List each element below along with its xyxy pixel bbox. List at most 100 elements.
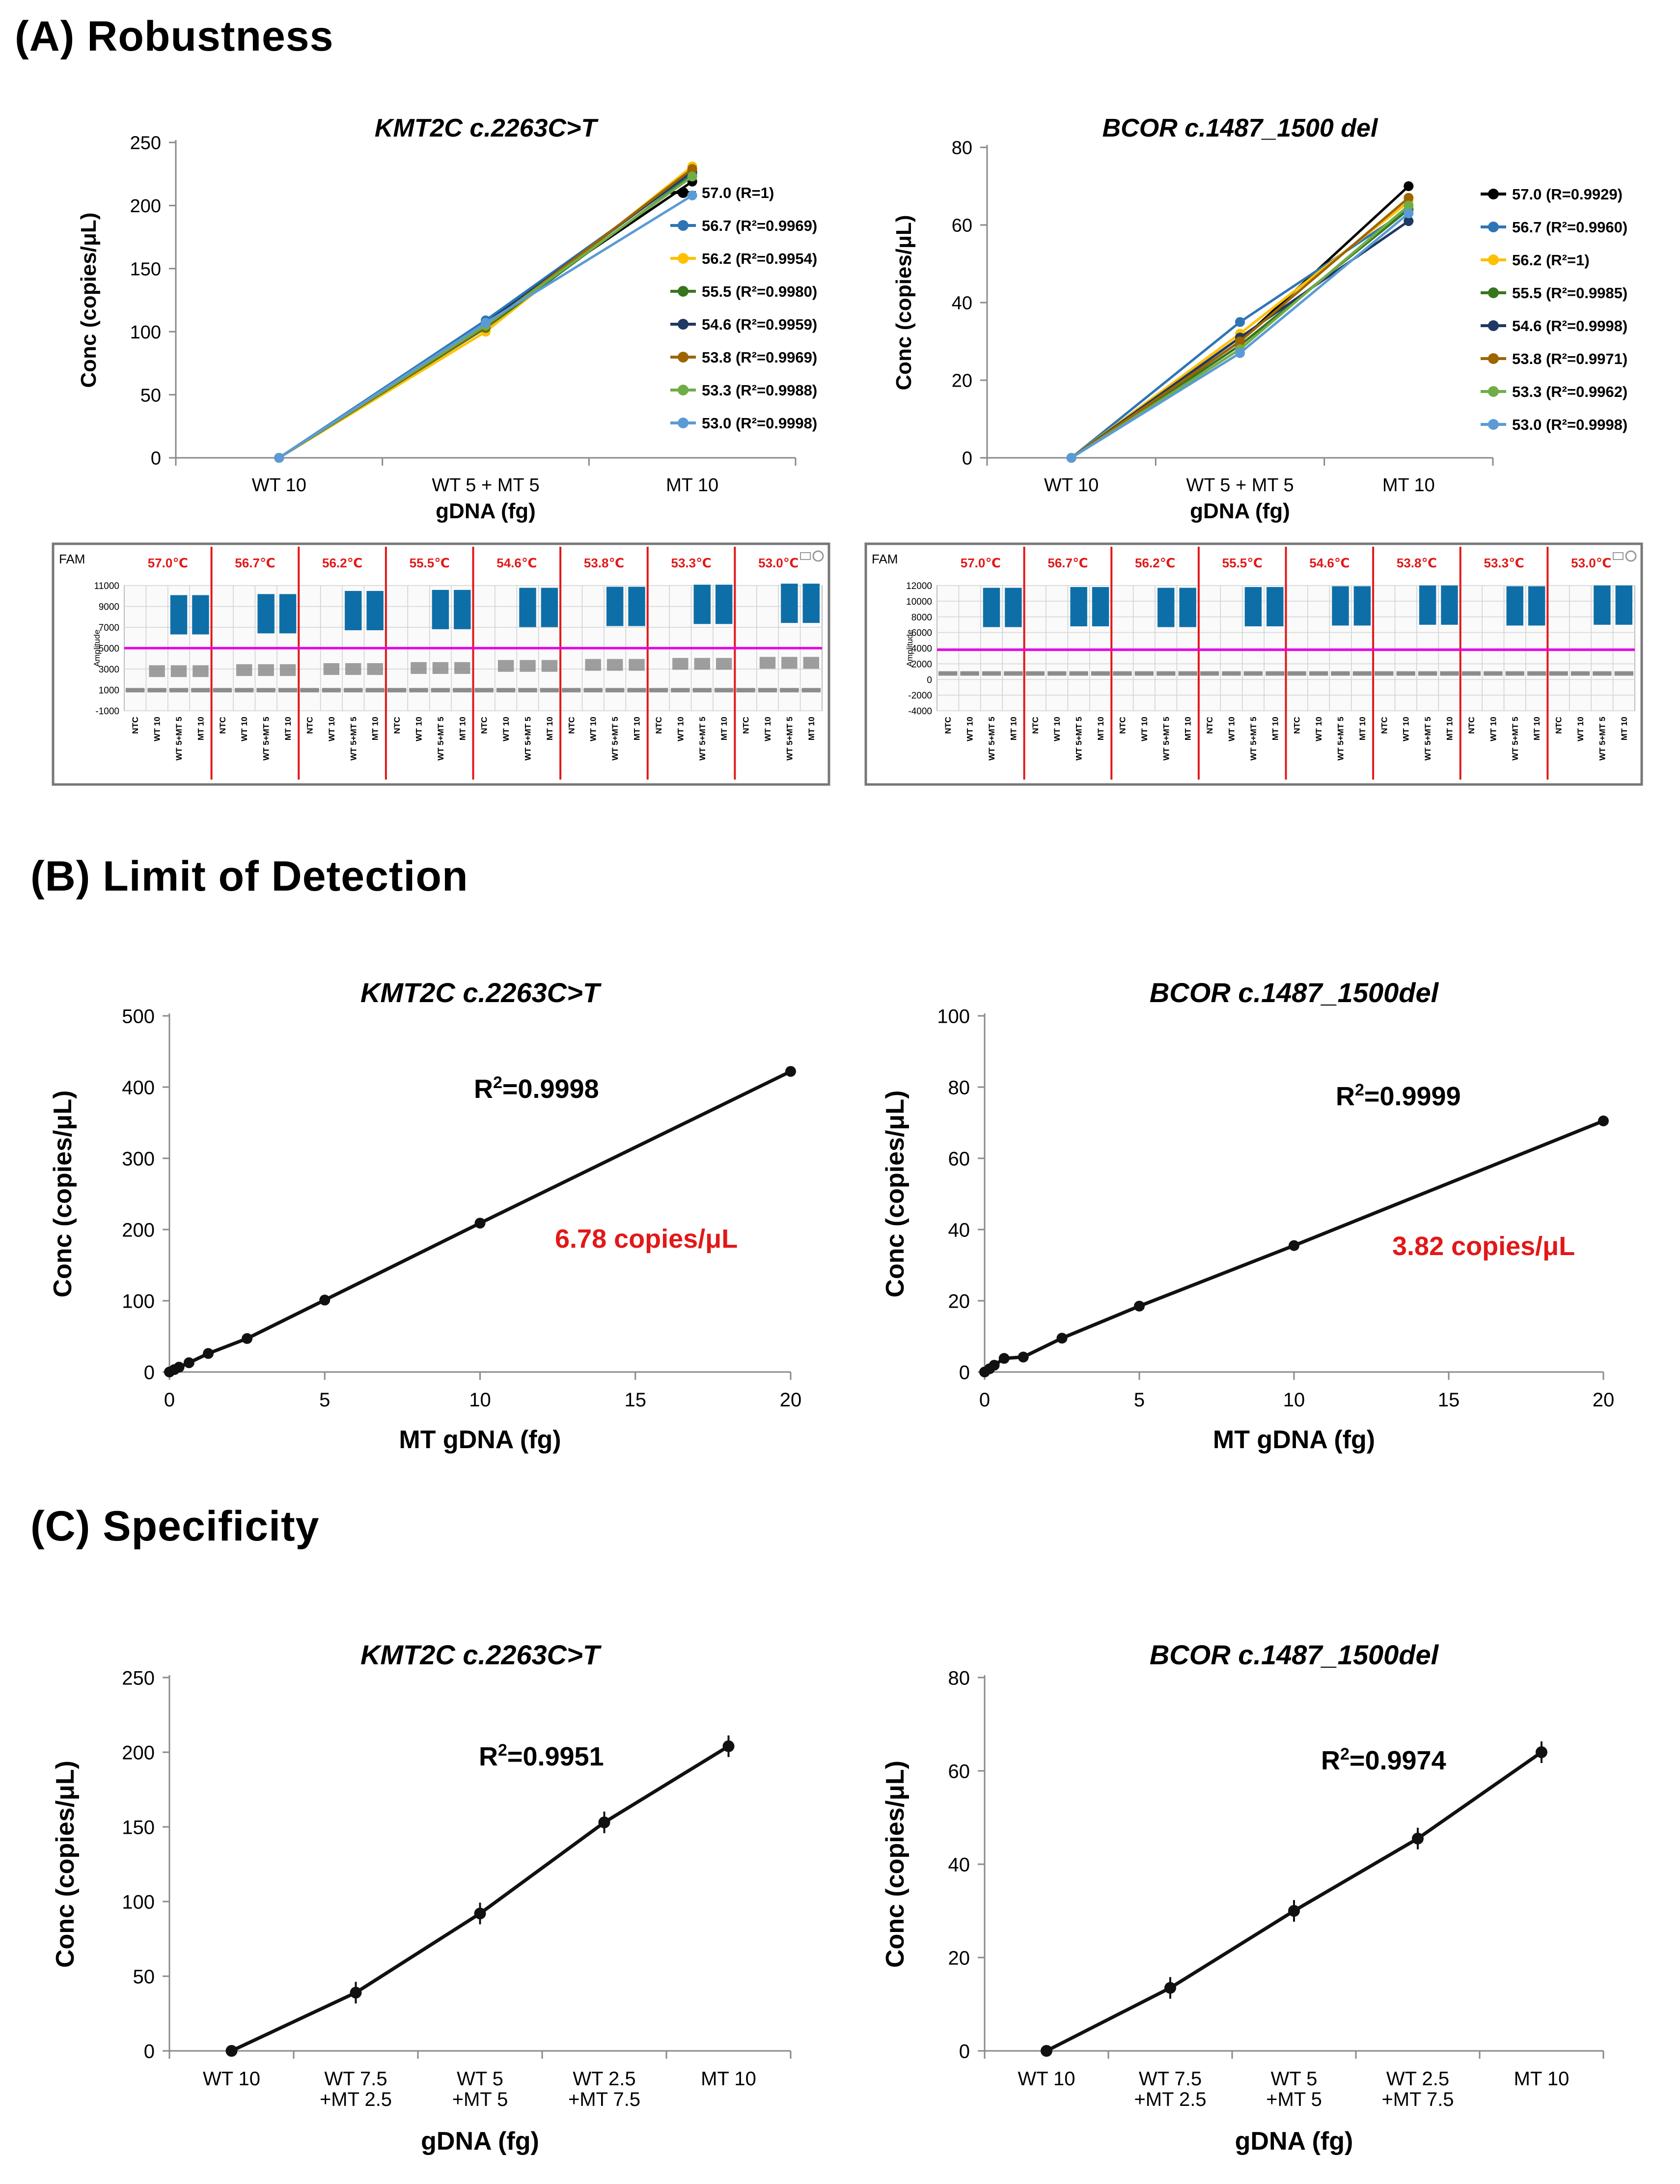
x-tick-label: WT 7.5 +MT 2.5 xyxy=(320,2068,392,2110)
amplitude-tick-label: 8000 xyxy=(911,613,932,623)
amplitude-tick-label: 2000 xyxy=(911,659,932,670)
chart-c-right: 0 20 40 60 80 BCOR c.1487_1500del gDNA (fg) Con… xyxy=(881,1639,1604,2156)
amplitude-tick-label: 10000 xyxy=(906,597,932,607)
positive-droplet-cluster xyxy=(519,588,536,627)
well-label: NTC xyxy=(218,717,227,734)
legend-marker xyxy=(678,253,689,264)
x-tick-label: WT 10 xyxy=(252,475,306,496)
positive-droplet-cluster xyxy=(802,584,820,623)
negative-droplet-band xyxy=(453,688,472,693)
well-label: MT 10 xyxy=(1009,717,1018,740)
temperature-label: 53.0℃ xyxy=(758,556,799,570)
negative-droplet-band xyxy=(518,688,537,693)
legend-label: 56.2 (R²=1) xyxy=(1512,252,1590,269)
menu-icon xyxy=(1613,552,1624,560)
y-tick-label: 40 xyxy=(952,293,972,314)
positive-droplet-cluster xyxy=(345,591,362,630)
negative-droplet-cluster xyxy=(803,657,819,669)
legend-label: 53.8 (R²=0.9971) xyxy=(1512,350,1627,367)
amplitude-tick-label: 5000 xyxy=(99,644,119,654)
x-tick-label: MT 10 xyxy=(1382,475,1435,496)
y-axis-label: Conc (copies/μL) xyxy=(49,1091,77,1298)
y-tick-label: 80 xyxy=(948,1077,970,1098)
data-point xyxy=(173,1362,185,1373)
positive-droplet-cluster xyxy=(1092,587,1109,627)
section-title-limit-of-detection: (B) Limit of Detection xyxy=(30,853,468,900)
y-tick-label: 0 xyxy=(151,448,161,469)
lod-annotation: 6.78 copies/μL xyxy=(555,1224,738,1254)
negative-droplet-cluster xyxy=(759,657,776,669)
negative-droplet-band xyxy=(191,688,210,693)
negative-droplet-cluster xyxy=(672,658,689,670)
positive-droplet-cluster xyxy=(1353,586,1371,626)
series-line xyxy=(278,168,693,459)
well-label: NTC xyxy=(305,717,314,734)
positive-droplet-cluster xyxy=(1506,586,1523,626)
y-axis-label: Conc (copies/μL) xyxy=(881,1091,909,1298)
x-tick-label: WT 10 xyxy=(203,2068,260,2090)
well-label: WT 5+MT 5 xyxy=(1423,717,1432,760)
well-label: WT 10 xyxy=(965,717,975,741)
amplitude-tick-label: 3000 xyxy=(99,665,119,675)
well-label: WT 5+MT 5 xyxy=(698,717,707,760)
positive-droplet-cluster xyxy=(192,595,209,635)
well-label: MT 10 xyxy=(719,717,729,740)
amplitude-tick-label: 1000 xyxy=(99,686,119,696)
well-label: MT 10 xyxy=(458,717,467,740)
y-tick-label: 200 xyxy=(122,1742,155,1764)
positive-droplet-cluster xyxy=(1594,585,1611,625)
positive-droplet-cluster xyxy=(279,594,297,634)
well-label: WT 10 xyxy=(1576,717,1585,741)
negative-droplet-band xyxy=(300,688,319,693)
legend-marker xyxy=(1488,222,1499,232)
x-tick-label: WT 10 xyxy=(1018,2068,1075,2090)
y-tick-label: 60 xyxy=(952,216,972,236)
positive-droplet-cluster xyxy=(454,589,471,629)
y-tick-label: 200 xyxy=(130,196,161,217)
amplitude-tick-label: 4000 xyxy=(911,644,932,654)
x-tick-label: 0 xyxy=(164,1389,175,1411)
well-label: MT 10 xyxy=(1270,717,1280,740)
negative-droplet-band xyxy=(278,688,298,693)
legend-marker xyxy=(678,418,689,428)
negative-droplet-cluster xyxy=(345,663,361,675)
x-tick-label: 0 xyxy=(979,1389,990,1411)
negative-droplet-band xyxy=(1287,671,1306,676)
positive-droplet-cluster xyxy=(170,595,188,635)
negative-droplet-band xyxy=(1091,671,1110,676)
y-tick-label: 80 xyxy=(952,138,972,159)
amplitude-tick-label: 12000 xyxy=(906,581,932,591)
negative-droplet-band xyxy=(1375,671,1394,676)
positive-droplet-cluster xyxy=(1005,588,1022,627)
y-tick-label: 150 xyxy=(122,1817,155,1838)
chart-b-left: 0 100 200 300 400 500 0 5 10 15 20 KMT2C c.2263C>T M… xyxy=(49,977,801,1454)
negative-droplet-band xyxy=(1178,671,1197,676)
negative-droplet-band xyxy=(1527,671,1546,676)
x-tick-label: 10 xyxy=(1283,1389,1305,1411)
negative-droplet-cluster xyxy=(497,660,514,672)
positive-droplet-cluster xyxy=(781,584,798,623)
well-label: WT 5+MT 5 xyxy=(174,717,184,760)
positive-droplet-cluster xyxy=(366,591,384,630)
well-label: NTC xyxy=(567,717,576,734)
well-label: NTC xyxy=(1293,717,1302,734)
data-point xyxy=(1235,348,1245,358)
y-tick-label: 40 xyxy=(948,1219,970,1241)
series-line xyxy=(278,165,693,459)
y-tick-label: 100 xyxy=(937,1006,970,1027)
legend-marker xyxy=(678,220,689,231)
temperature-label: 56.7℃ xyxy=(235,556,275,570)
x-axis-label: MT gDNA (fg) xyxy=(1213,1426,1375,1454)
negative-droplet-band xyxy=(540,688,559,693)
well-label: MT 10 xyxy=(807,717,816,740)
data-point xyxy=(1404,200,1414,211)
negative-droplet-band xyxy=(758,688,777,693)
negative-droplet-band xyxy=(1309,671,1328,676)
x-tick-label: WT 10 xyxy=(1044,475,1099,496)
negative-droplet-cluster xyxy=(694,658,710,670)
well-label: NTC xyxy=(1031,717,1040,734)
data-point xyxy=(989,1360,1000,1371)
well-label: WT 10 xyxy=(327,717,336,741)
y-tick-label: 100 xyxy=(122,1891,155,1913)
well-label: MT 10 xyxy=(1620,717,1629,740)
